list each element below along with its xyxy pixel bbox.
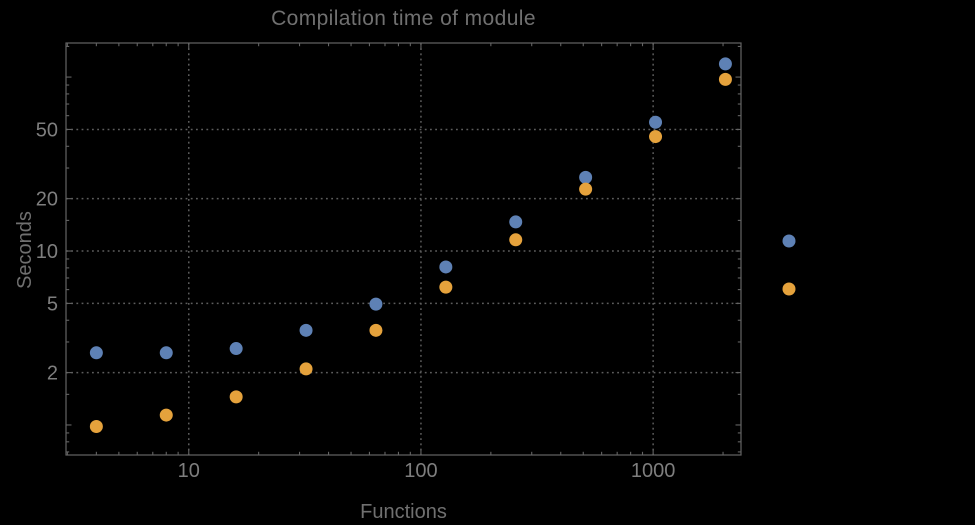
data-point-series-1: [229, 342, 243, 356]
legend-marker-series-2: [782, 282, 796, 296]
data-point-series-1: [299, 323, 313, 337]
y-tick-label: 50: [36, 119, 58, 141]
plot-frame: [65, 42, 742, 456]
data-point-series-2: [439, 280, 453, 294]
data-point-series-2: [369, 323, 383, 337]
data-point-series-1: [369, 297, 383, 311]
y-tick-label: 20: [36, 189, 58, 211]
x-tick-label: 100: [404, 460, 437, 482]
data-point-series-1: [649, 115, 663, 129]
data-point-series-1: [159, 346, 173, 360]
x-tick-label: 1000: [631, 460, 676, 482]
data-point-series-1: [718, 57, 732, 71]
data-point-series-2: [299, 362, 313, 376]
chart-title: Compilation time of module: [271, 7, 536, 30]
y-tick-label: 10: [36, 241, 58, 263]
data-point-series-1: [509, 215, 523, 229]
data-point-series-1: [579, 170, 593, 184]
x-axis-label: Functions: [360, 501, 447, 523]
data-point-series-2: [229, 390, 243, 404]
y-tick-label: 2: [47, 363, 58, 385]
data-point-series-1: [439, 260, 453, 274]
legend-marker-series-1: [782, 234, 796, 248]
data-point-series-2: [89, 419, 103, 433]
data-point-series-2: [159, 408, 173, 422]
data-point-series-2: [509, 233, 523, 247]
data-point-series-1: [89, 346, 103, 360]
y-tick-label: 5: [47, 293, 58, 315]
x-tick-label: 10: [178, 460, 200, 482]
y-axis-label: Seconds: [14, 211, 36, 289]
data-point-series-2: [649, 130, 663, 144]
data-point-series-2: [718, 72, 732, 86]
data-point-series-2: [579, 182, 593, 196]
